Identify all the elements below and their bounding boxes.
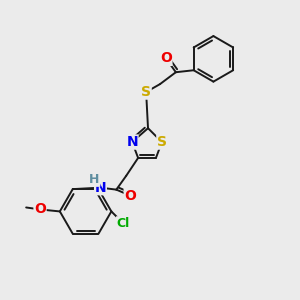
- Text: H: H: [89, 173, 100, 186]
- Text: O: O: [34, 202, 46, 216]
- Text: O: O: [124, 189, 136, 202]
- Text: O: O: [160, 51, 172, 65]
- Text: S: S: [157, 135, 167, 149]
- Text: N: N: [126, 135, 138, 149]
- Text: Cl: Cl: [117, 217, 130, 230]
- Text: S: S: [141, 85, 151, 99]
- Text: N: N: [95, 181, 106, 195]
